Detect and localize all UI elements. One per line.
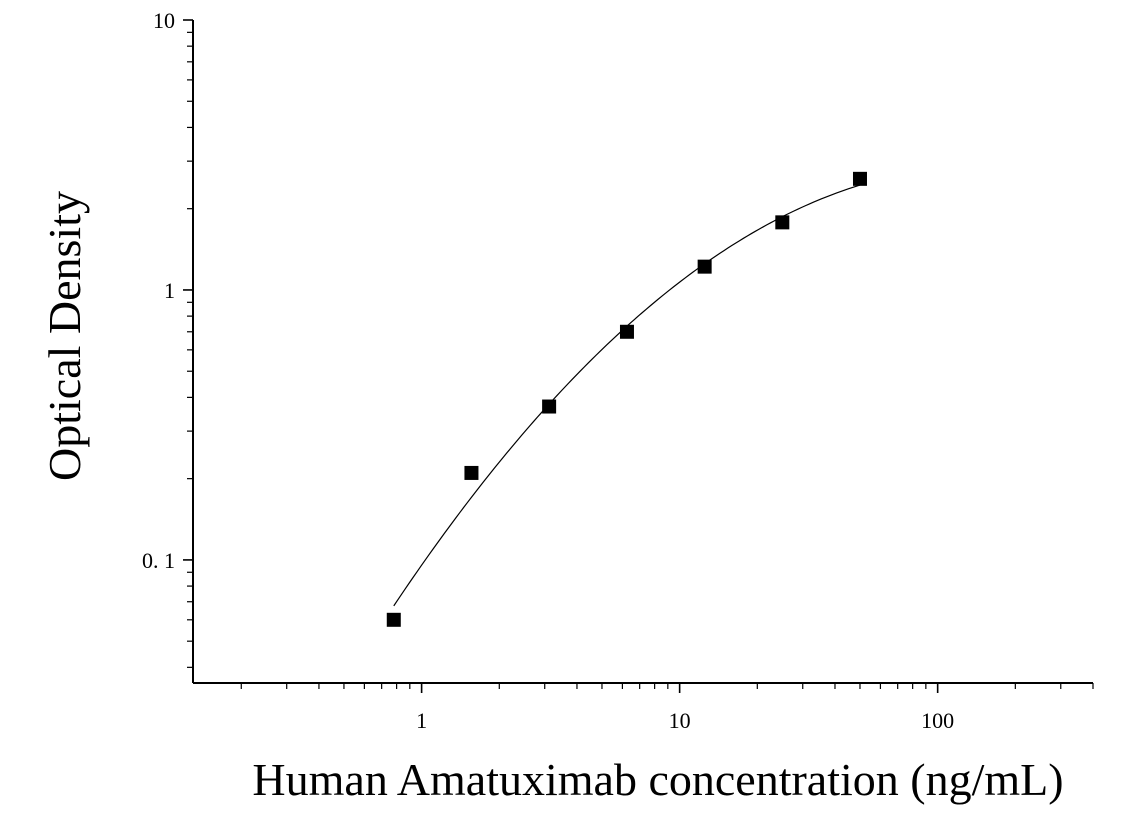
data-point [542,399,557,414]
data-point [775,215,790,230]
ticks [183,19,1094,693]
data-point [619,324,634,339]
data-point [464,465,479,480]
tick-labels: 1 10 100 0. 1 1 10 [142,8,954,733]
y-tick-label: 10 [153,8,175,33]
y-tick-label: 1 [164,278,175,303]
data-point [386,612,401,627]
data-points [386,171,867,627]
x-tick-label: 1 [416,708,427,733]
x-axis-title: Human Amatuximab concentration (ng/mL) [252,754,1063,805]
fit-curve [393,184,861,607]
data-point [697,259,712,274]
y-tick-label: 0. 1 [142,548,175,573]
x-tick-label: 100 [921,708,954,733]
y-axis-title: Optical Density [39,191,90,481]
data-point [852,171,867,186]
axes [192,20,1093,684]
x-tick-label: 10 [669,708,691,733]
